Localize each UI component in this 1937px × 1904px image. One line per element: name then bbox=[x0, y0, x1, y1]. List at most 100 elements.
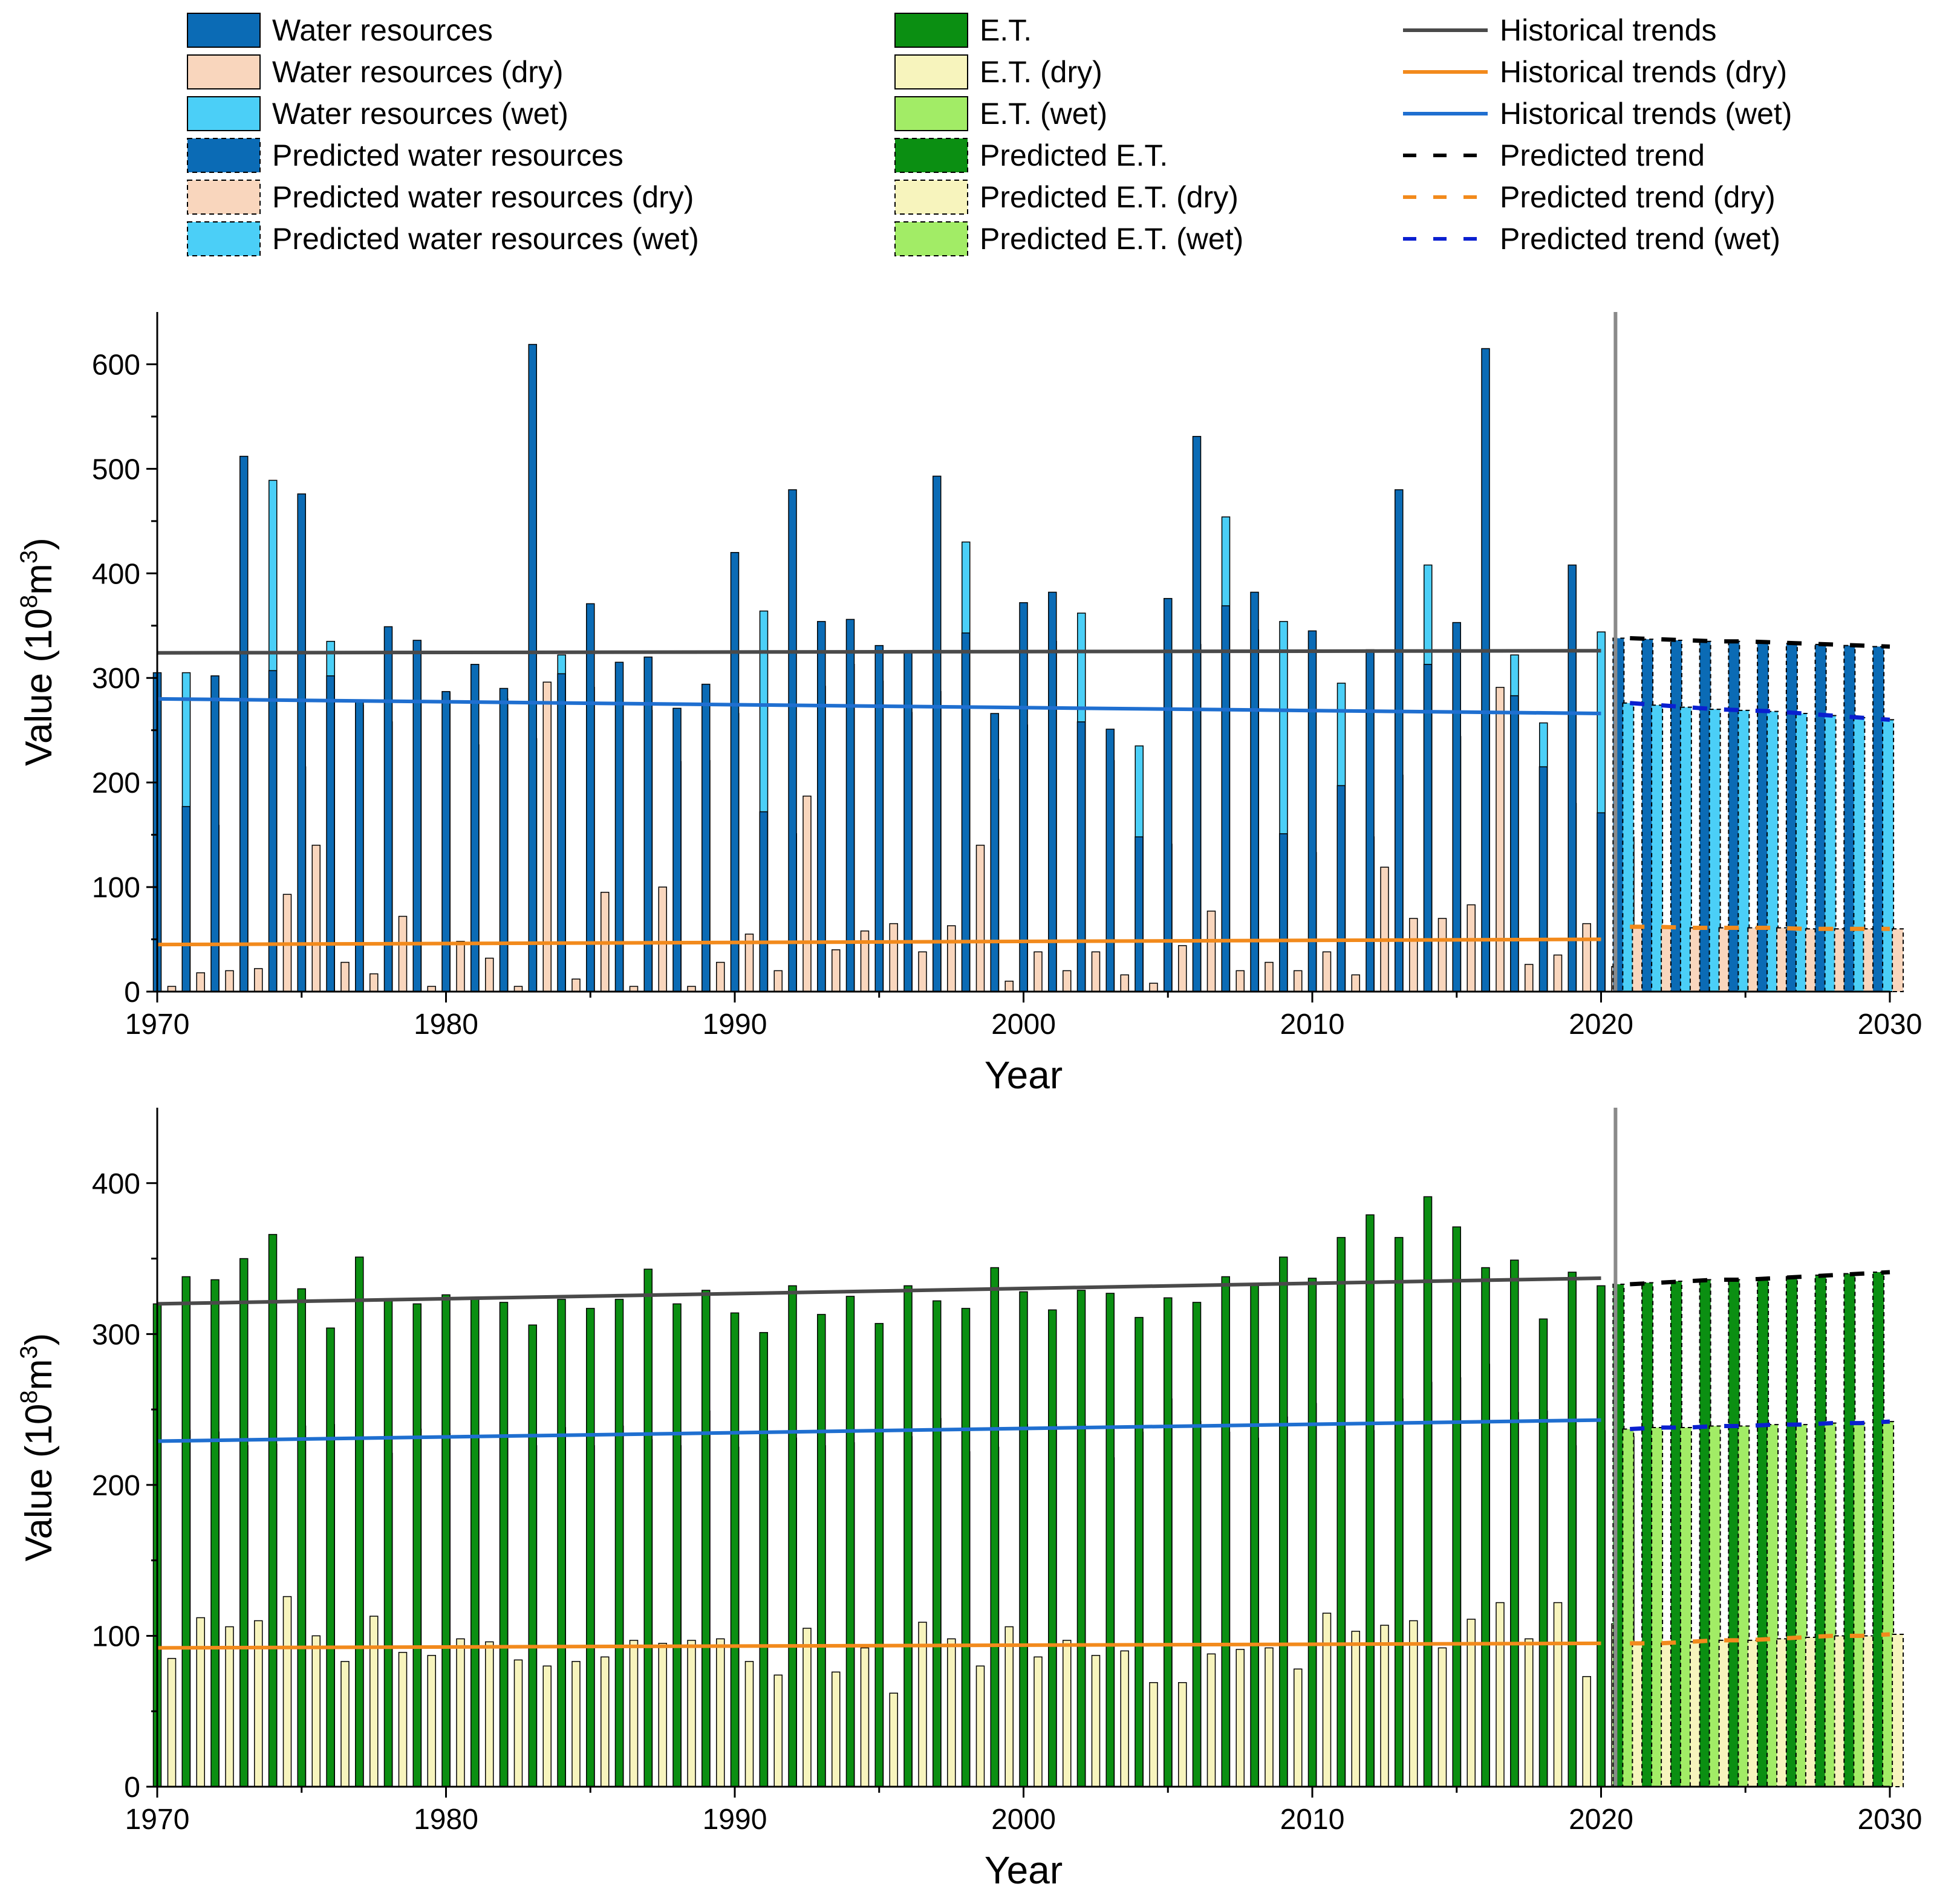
bar-main bbox=[383, 626, 393, 992]
x-tick-label: 2020 bbox=[1569, 1804, 1633, 1836]
predicted-trend_wet bbox=[1630, 1419, 1890, 1432]
predicted-trend_wet bbox=[1629, 701, 1890, 722]
predicted-bar-dry bbox=[1718, 927, 1731, 993]
bar-main bbox=[1135, 1317, 1144, 1787]
predicted-bar-wet bbox=[1651, 704, 1664, 993]
bar-main bbox=[1597, 1285, 1606, 1787]
legend-swatch bbox=[187, 54, 261, 89]
legend-label: Predicted trend bbox=[1500, 138, 1705, 172]
bar-dry bbox=[1437, 1647, 1447, 1787]
legend-item: Predicted water resources (dry) bbox=[187, 180, 694, 215]
bar-dry bbox=[687, 1640, 696, 1787]
bar-dry bbox=[1351, 974, 1360, 992]
bar-dry bbox=[1467, 904, 1476, 992]
bar-main bbox=[1452, 1226, 1461, 1787]
predicted-bar-dry bbox=[1689, 927, 1702, 993]
bar-main bbox=[1568, 564, 1577, 992]
bar-dry bbox=[832, 949, 841, 992]
bar-main bbox=[614, 1299, 624, 1787]
bar-main bbox=[239, 455, 249, 992]
bar-dry bbox=[716, 961, 725, 992]
bar-dry bbox=[571, 978, 581, 992]
predicted-bar-dry bbox=[1689, 1641, 1702, 1788]
bar-dry bbox=[398, 915, 408, 992]
bar-dry bbox=[1553, 1602, 1563, 1787]
legend-label: Water resources bbox=[272, 13, 493, 47]
bar-main bbox=[499, 1302, 509, 1787]
bar-main bbox=[297, 1288, 306, 1787]
predicted-bars bbox=[1612, 1272, 1904, 1788]
bar-dry bbox=[773, 1674, 783, 1787]
bar-dry bbox=[947, 1638, 956, 1787]
legend-label: Water resources (dry) bbox=[272, 55, 564, 89]
bar-dry bbox=[1496, 1602, 1505, 1787]
bar-dry bbox=[889, 1692, 898, 1787]
bar-main bbox=[933, 475, 942, 992]
bar-main bbox=[961, 1308, 971, 1787]
bar-main bbox=[1221, 605, 1230, 992]
bar-dry bbox=[832, 1671, 841, 1787]
bar-dry bbox=[196, 1617, 205, 1787]
predicted-bar-dry bbox=[1834, 928, 1846, 992]
legend-item: Water resources (dry) bbox=[187, 54, 564, 89]
legend-item: Predicted E.T. (wet) bbox=[894, 221, 1243, 256]
bar-dry bbox=[1496, 687, 1505, 992]
bar-main bbox=[470, 1297, 480, 1787]
trend-hist_dry bbox=[157, 937, 1601, 947]
bar-dry bbox=[485, 1641, 494, 1787]
legend-label: Historical trends bbox=[1500, 13, 1716, 47]
bar-main bbox=[1395, 1236, 1404, 1787]
bar-main bbox=[788, 489, 797, 992]
bar-main bbox=[586, 603, 595, 992]
bar-main bbox=[788, 1285, 797, 1787]
bar-dry bbox=[1351, 1631, 1360, 1787]
predicted-trend bbox=[1630, 1270, 1890, 1287]
legend-label: Water resources (wet) bbox=[272, 97, 568, 131]
x-axis-label: Year bbox=[985, 1848, 1063, 1892]
predicted-bar-main bbox=[1641, 638, 1654, 993]
bar-dry bbox=[282, 1596, 292, 1787]
bar-main bbox=[1164, 598, 1173, 992]
bar-dry bbox=[1206, 911, 1216, 992]
legend-swatch bbox=[187, 221, 261, 256]
bar-main bbox=[1279, 833, 1288, 992]
bar-dry bbox=[1120, 974, 1129, 992]
bar-dry bbox=[167, 1658, 177, 1787]
bar-main bbox=[759, 811, 768, 992]
bar-main bbox=[1135, 836, 1144, 992]
legend-swatch bbox=[187, 13, 261, 48]
y-tick-label: 300 bbox=[92, 663, 140, 695]
predicted-bar-dry bbox=[1805, 928, 1817, 992]
bar-main bbox=[528, 1324, 537, 1787]
bar-main bbox=[297, 493, 306, 992]
bar-main bbox=[1019, 602, 1028, 992]
legend-swatch bbox=[187, 138, 261, 173]
bar-dry bbox=[1178, 945, 1187, 992]
bar-main bbox=[383, 1300, 393, 1787]
bar-dry bbox=[1235, 970, 1245, 992]
bar-dry bbox=[311, 845, 321, 992]
bar-dry bbox=[1004, 980, 1014, 992]
bar-main bbox=[181, 1276, 190, 1787]
bar-dry bbox=[369, 973, 379, 992]
bar-main bbox=[412, 1303, 422, 1787]
axes: 0 100 200 300 400 1970 1980 1990 2000 2010 2020 203… bbox=[16, 1108, 1922, 1892]
bar-dry bbox=[947, 925, 956, 992]
bar-dry bbox=[456, 941, 465, 992]
bar-main bbox=[702, 683, 711, 992]
y-tick-label: 0 bbox=[124, 976, 140, 1009]
predicted-bar-wet bbox=[1766, 1424, 1779, 1787]
y-tick-label: 600 bbox=[92, 349, 140, 381]
trend-hist_wet bbox=[157, 697, 1601, 716]
bar-dry bbox=[1063, 970, 1072, 992]
legend-swatch bbox=[187, 96, 261, 131]
axes: 0 100 200 300 400 500 600 1970 1980 1990 2000 2010 2… bbox=[16, 312, 1922, 1097]
predicted-bar-dry bbox=[1805, 1636, 1817, 1787]
bar-main bbox=[1164, 1297, 1173, 1787]
bar-dry bbox=[975, 845, 985, 992]
predicted-bar-main bbox=[1843, 1273, 1856, 1788]
y-tick-label: 200 bbox=[92, 767, 140, 799]
bar-dry bbox=[1380, 866, 1389, 992]
bar-dry bbox=[629, 1640, 639, 1787]
bar-dry bbox=[1322, 1613, 1332, 1787]
